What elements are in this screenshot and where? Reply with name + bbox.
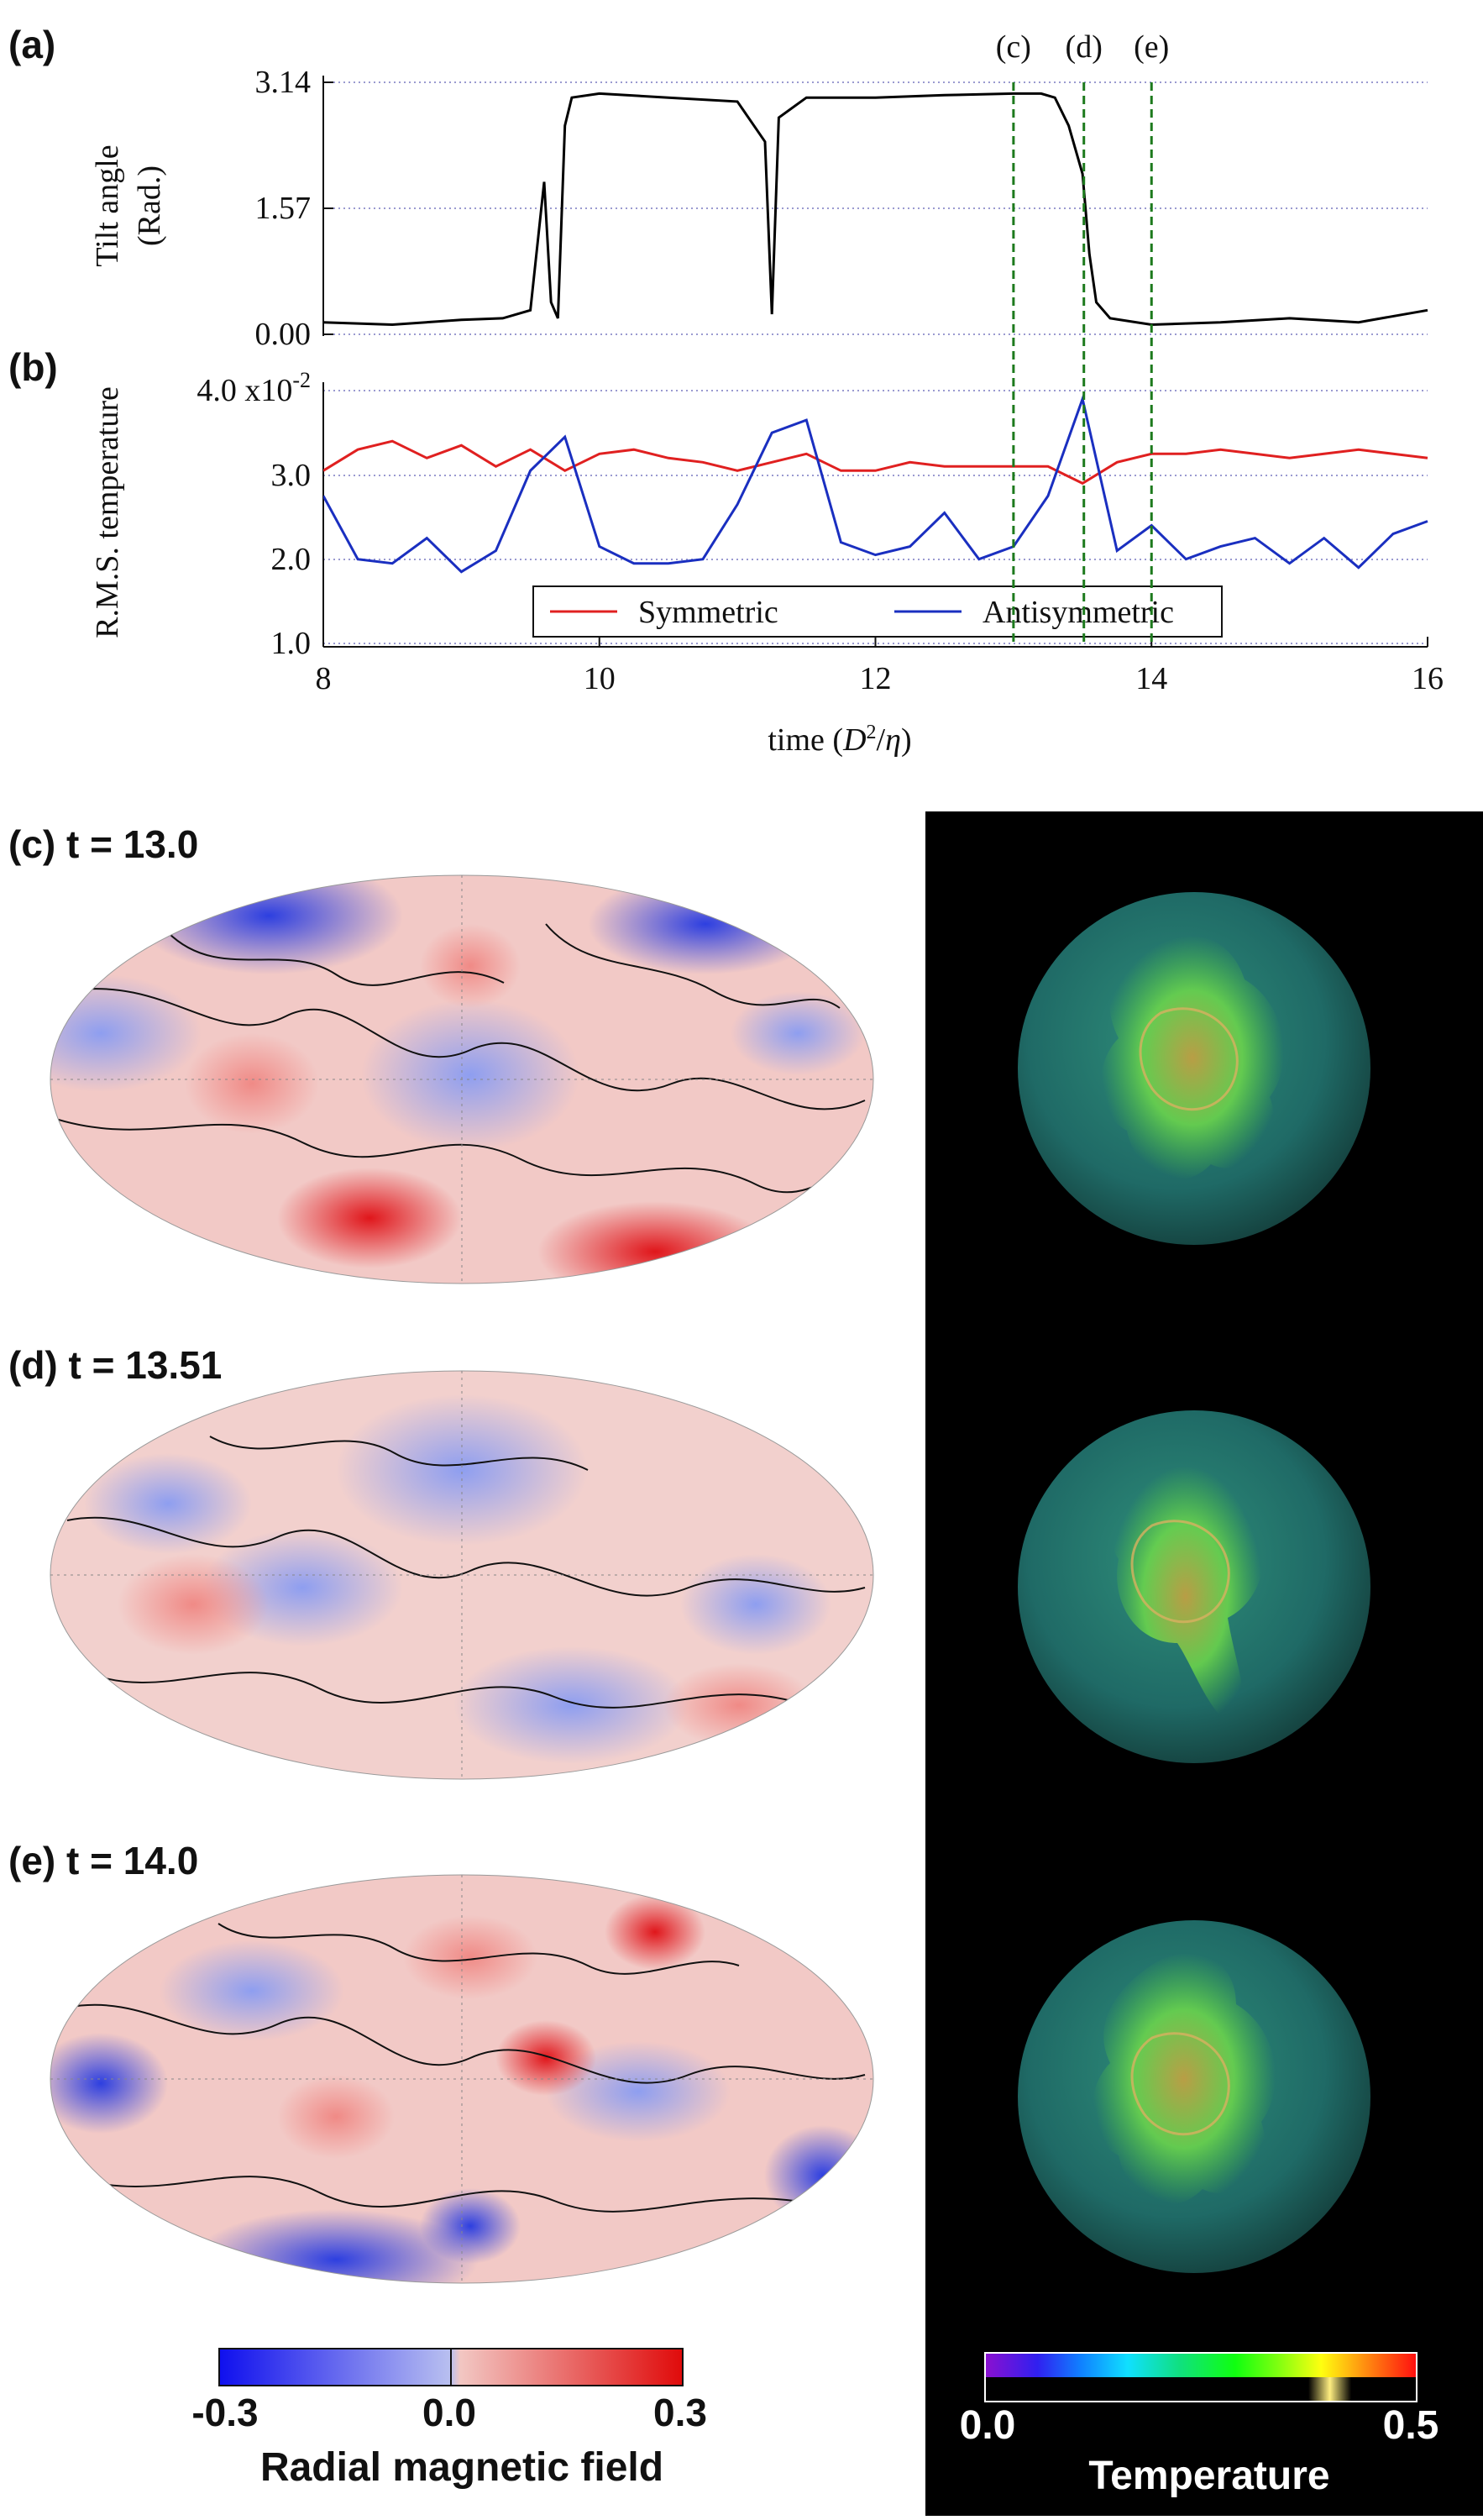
temperature-renderings — [1018, 892, 1370, 2273]
magnetic-field-maps — [50, 874, 874, 2284]
ytick-b-4: 4.0 x10-2 — [197, 368, 311, 408]
tilt-series-group — [323, 92, 1428, 327]
panel-label-d: (d) t = 13.51 — [8, 1343, 223, 1387]
xtick-label: 10 — [584, 661, 616, 696]
ylabel-a-line1: Tilt angle — [90, 144, 125, 266]
tilt-angle-chart: 3.14 1.57 0.00 Tilt angle (Rad.) — [90, 65, 1428, 352]
temperature-sphere-e — [1018, 1920, 1370, 2273]
ytick-a-2: 1.57 — [255, 191, 312, 226]
temperature-sphere-d — [1018, 1410, 1370, 1763]
magnetic-colorbar-mid: 0.0 — [422, 2391, 476, 2434]
magnetic-map-e — [50, 1874, 874, 2284]
magnetic-colorbar — [218, 2348, 684, 2386]
marker-label: (d) — [1066, 29, 1103, 65]
temperature-colorbar-min: 0.0 — [959, 2403, 1016, 2448]
legend-label-symmetric: Symmetric — [638, 595, 778, 630]
temperature-panel — [925, 811, 1483, 2516]
rms-temperature-chart: 4.0 x10-2 3.0 2.0 1.0 R.M.S. temperature… — [90, 368, 1444, 758]
xticks-b: 8 10 12 14 16 — [316, 637, 1444, 696]
panel-label-b: (b) — [8, 345, 58, 389]
rms-series-group — [323, 394, 1428, 574]
time-series-figure: 3.14 1.57 0.00 Tilt angle (Rad.) 4.0 x10… — [90, 29, 1444, 758]
legend-label-antisymmetric: Antisymmetric — [983, 595, 1174, 630]
rms-series-line-antisymmetric — [323, 394, 1428, 574]
time-markers: (c) (d) (e) — [996, 29, 1169, 647]
magnetic-colorbar-max: 0.3 — [653, 2391, 707, 2434]
marker-label: (c) — [996, 29, 1031, 65]
temperature-colorbar-max: 0.5 — [1382, 2403, 1439, 2448]
ytick-b-1: 1.0 — [271, 626, 312, 661]
xlabel-b: time (D2/η) — [768, 722, 911, 758]
ylabel-b: R.M.S. temperature — [90, 386, 125, 638]
temperature-sphere-c — [1018, 892, 1370, 1245]
magnetic-colorbar-min: -0.3 — [191, 2391, 259, 2434]
xtick-label: 14 — [1135, 661, 1167, 696]
ytick-b-3: 3.0 — [271, 458, 312, 493]
magnetic-map-d — [50, 1370, 874, 1780]
panel-label-a: (a) — [8, 23, 56, 66]
panel-label-e: (e) t = 14.0 — [8, 1839, 199, 1882]
magnetic-colorbar-label: Radial magnetic field — [259, 2445, 664, 2490]
magnetic-map-c — [50, 874, 874, 1284]
xtick-label: 8 — [316, 661, 332, 696]
ylabel-a-line2: (Rad.) — [132, 165, 167, 246]
xtick-label: 12 — [860, 661, 892, 696]
tilt-angle-series-line — [323, 92, 1428, 327]
rms-series-line-symmetric — [323, 439, 1428, 486]
ytick-a-1: 0.00 — [255, 317, 312, 352]
ytick-a-3: 3.14 — [255, 65, 312, 100]
temperature-colorbar — [984, 2352, 1417, 2402]
marker-label: (e) — [1134, 29, 1169, 65]
xtick-label: 16 — [1412, 661, 1444, 696]
temperature-colorbar-label: Temperature — [1088, 2454, 1330, 2498]
legend: Symmetric Antisymmetric — [532, 585, 1223, 638]
panel-label-c: (c) t = 13.0 — [8, 822, 199, 866]
ytick-b-2: 2.0 — [271, 542, 312, 577]
